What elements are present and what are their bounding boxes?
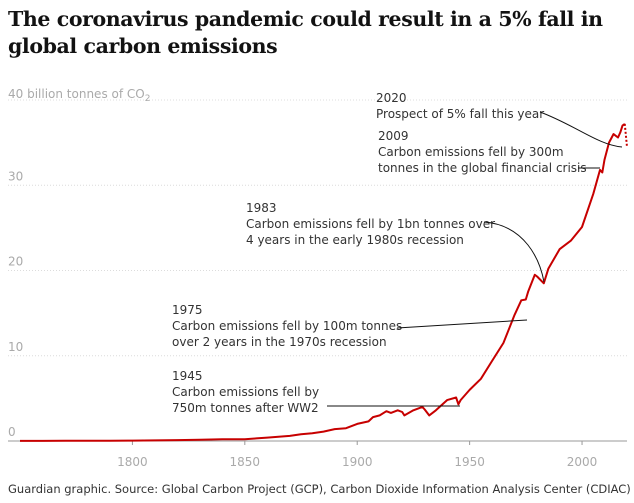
annotation-1945: 1945 Carbon emissions fell by 750m tonnes … bbox=[172, 369, 460, 415]
y-tick-10: 10 bbox=[8, 340, 23, 354]
annotation-1975-leader bbox=[396, 319, 528, 329]
annotation-1975-line-2: over 2 years in the 1970s recession bbox=[172, 335, 387, 349]
y-axis: 0 10 20 30 bbox=[8, 169, 23, 439]
y-tick-30: 30 bbox=[8, 169, 23, 183]
x-tick-1800: 1800 bbox=[117, 455, 148, 469]
annotation-1983: 1983 Carbon emissions fell by 1bn tonnes … bbox=[246, 201, 545, 283]
annotation-1983-line-1: Carbon emissions fell by 1bn tonnes over bbox=[246, 217, 495, 231]
annotation-2009-line-2: tonnes in the global financial crisis bbox=[378, 161, 587, 175]
annotation-1975: 1975 Carbon emissions fell by 100m tonnes… bbox=[172, 303, 528, 349]
x-tick-1950: 1950 bbox=[454, 455, 485, 469]
annotation-1983-leader bbox=[483, 221, 545, 283]
x-tick-2000: 2000 bbox=[567, 455, 598, 469]
emissions-chart: 0 10 20 30 1800 1850 1900 1950 2000 40 billion … bbox=[8, 87, 628, 469]
y-tick-20: 20 bbox=[8, 255, 23, 269]
x-tick-1850: 1850 bbox=[230, 455, 261, 469]
annotation-1975-year: 1975 bbox=[172, 303, 203, 317]
annotation-1945-line-1: Carbon emissions fell by bbox=[172, 385, 319, 399]
y-tick-0: 0 bbox=[8, 425, 16, 439]
annotation-2020-year: 2020 bbox=[376, 91, 407, 105]
annotation-2020-line-1: Prospect of 5% fall this year bbox=[376, 107, 544, 121]
y-axis-label: 40 billion tonnes of CO2 bbox=[8, 87, 150, 104]
y-axis-label-subscript: 2 bbox=[145, 94, 151, 104]
annotation-2009-year: 2009 bbox=[378, 129, 409, 143]
annotation-1945-line-2: 750m tonnes after WW2 bbox=[172, 401, 319, 415]
annotation-2009: 2009 Carbon emissions fell by 300m tonnes … bbox=[378, 129, 600, 175]
y-axis-label-main: 40 billion tonnes of CO bbox=[8, 87, 145, 101]
chart-title: The coronavirus pandemic could result in… bbox=[8, 7, 603, 58]
annotation-1945-year: 1945 bbox=[172, 369, 203, 383]
x-tick-1900: 1900 bbox=[342, 455, 373, 469]
projection-2020-line bbox=[623, 123, 628, 147]
annotation-1983-line-2: 4 years in the early 1980s recession bbox=[246, 233, 464, 247]
line-layer bbox=[20, 123, 628, 442]
source-footer: Guardian graphic. Source: Global Carbon … bbox=[8, 482, 631, 496]
annotation-2009-line-1: Carbon emissions fell by 300m bbox=[378, 145, 564, 159]
annotation-1983-year: 1983 bbox=[246, 201, 277, 215]
emissions-line bbox=[20, 123, 626, 442]
annotation-layer: 2020 Prospect of 5% fall this year 2009 Car… bbox=[172, 91, 623, 415]
annotation-1975-line-1: Carbon emissions fell by 100m tonnes bbox=[172, 319, 402, 333]
annotation-2020-leader bbox=[539, 111, 623, 148]
x-axis: 1800 1850 1900 1950 2000 bbox=[117, 441, 597, 469]
annotation-2020: 2020 Prospect of 5% fall this year bbox=[376, 91, 623, 148]
